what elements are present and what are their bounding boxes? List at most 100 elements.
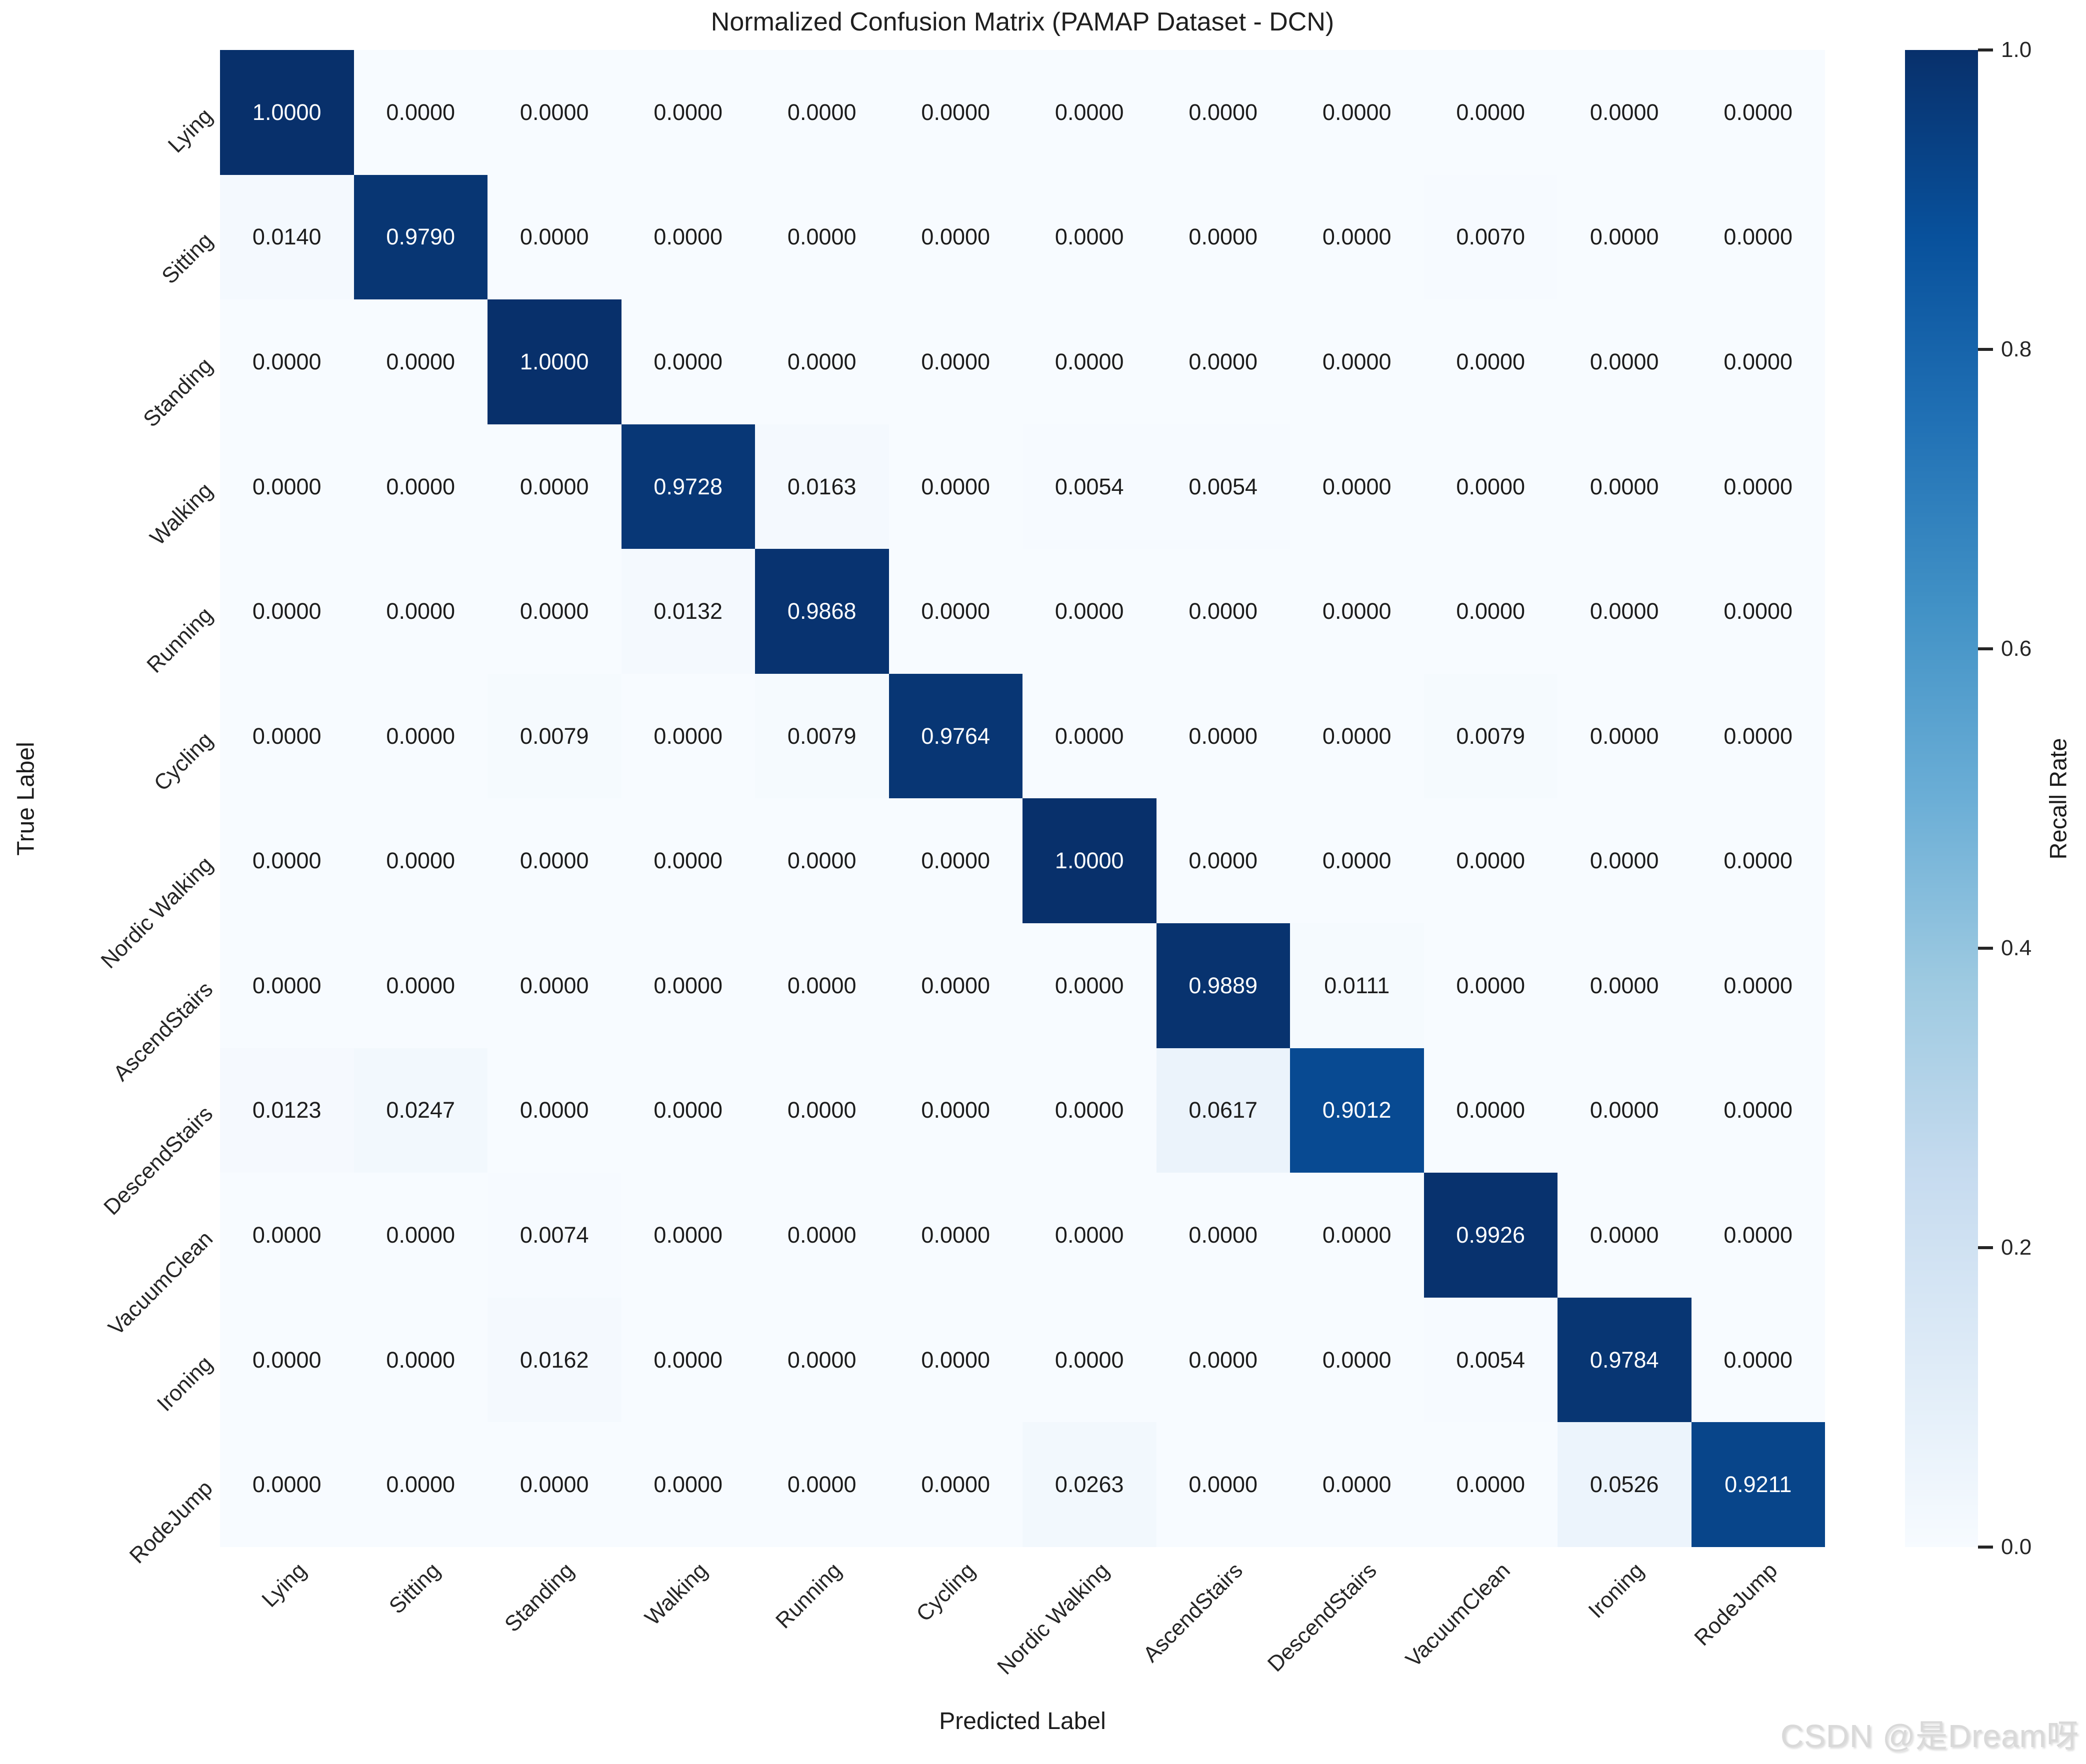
matrix-cell: 0.0000 [354, 50, 488, 175]
matrix-cell: 0.0000 [220, 549, 354, 674]
matrix-cell: 0.0000 [354, 923, 488, 1048]
matrix-cell: 0.0000 [888, 1297, 1022, 1423]
y-tick-label: Sitting [156, 228, 218, 289]
y-tick-label: AscendStairs [108, 977, 218, 1086]
matrix-cell: 0.0054 [1156, 424, 1290, 549]
y-tick-label: Cycling [149, 727, 218, 796]
matrix-cell: 0.0000 [1156, 1297, 1290, 1423]
matrix-cell: 1.0000 [220, 50, 354, 175]
matrix-cell: 0.0000 [755, 1048, 889, 1173]
matrix-cell: 0.0000 [1424, 299, 1558, 424]
matrix-cell: 0.0000 [1424, 424, 1558, 549]
matrix-cell: 0.0000 [1691, 424, 1825, 549]
matrix-cell: 0.0000 [1691, 1297, 1825, 1423]
matrix-cell: 0.0000 [888, 424, 1022, 549]
matrix-cell: 0.0000 [621, 1173, 755, 1298]
matrix-cell: 0.0000 [755, 174, 889, 300]
matrix-cell: 0.0000 [354, 1422, 488, 1547]
matrix-cell: 0.0000 [1156, 673, 1290, 799]
matrix-cell: 0.0000 [1691, 673, 1825, 799]
matrix-cell: 0.0000 [354, 673, 488, 799]
matrix-cell: 0.9790 [354, 174, 488, 300]
x-tick-label: Running [770, 1558, 846, 1634]
matrix-cell: 0.0000 [1424, 50, 1558, 175]
x-tick-label: RodeJump [1690, 1558, 1782, 1651]
matrix-cell: 0.0000 [621, 299, 755, 424]
matrix-cell: 0.9728 [621, 424, 755, 549]
matrix-cell: 0.0000 [1022, 1048, 1156, 1173]
y-tick-label: Ironing [152, 1351, 218, 1416]
matrix-cell: 0.0070 [1424, 174, 1558, 300]
matrix-cell: 0.0000 [1156, 1422, 1290, 1547]
matrix-cell: 0.0000 [1290, 1173, 1424, 1298]
matrix-cell: 0.0000 [1558, 424, 1692, 549]
matrix-cell: 0.0000 [621, 1297, 755, 1423]
matrix-cell: 0.0000 [1558, 1048, 1692, 1173]
confusion-matrix-heatmap: 1.0000 0.0000 0.0000 0.0000 0.0000 0.0000 0.00… [220, 50, 1825, 1547]
chart-title: Normalized Confusion Matrix (PAMAP Datas… [710, 7, 1334, 36]
matrix-cell: 0.0000 [1156, 50, 1290, 175]
matrix-cell: 0.0000 [1558, 1173, 1692, 1298]
matrix-cell: 0.9784 [1558, 1297, 1692, 1423]
matrix-cell: 0.0000 [888, 299, 1022, 424]
matrix-cell: 0.0000 [755, 923, 889, 1048]
matrix-cell: 0.0000 [1424, 549, 1558, 674]
matrix-cell: 0.0000 [1156, 798, 1290, 924]
matrix-cell: 0.0000 [888, 174, 1022, 300]
y-axis-title: True Label [12, 742, 40, 856]
matrix-cell: 0.0000 [621, 1422, 755, 1547]
x-tick-label: Lying [257, 1558, 312, 1612]
matrix-cell: 0.0000 [1156, 1173, 1290, 1298]
matrix-cell: 0.0000 [1691, 549, 1825, 674]
matrix-cell: 0.0000 [1290, 174, 1424, 300]
matrix-cell: 0.0000 [1558, 174, 1692, 300]
matrix-cell: 0.0000 [755, 299, 889, 424]
matrix-cell: 0.0000 [1290, 1297, 1424, 1423]
matrix-cell: 0.0000 [1156, 299, 1290, 424]
matrix-cell: 0.0000 [1290, 299, 1424, 424]
matrix-cell: 1.0000 [1022, 798, 1156, 924]
matrix-cell: 0.0000 [1022, 1173, 1156, 1298]
y-tick-label: Running [142, 602, 218, 678]
matrix-cell: 0.0000 [220, 673, 354, 799]
y-tick-label: RodeJump [124, 1476, 218, 1569]
matrix-cell: 0.0000 [621, 798, 755, 924]
colorbar-tick-label: 0.4 [2001, 936, 2032, 960]
colorbar-tick [1978, 348, 1993, 351]
matrix-cell: 0.0000 [1558, 923, 1692, 1048]
x-tick-label: VacuumClean [1401, 1558, 1515, 1672]
matrix-cell: 0.0140 [220, 174, 354, 300]
matrix-cell: 0.0000 [488, 424, 622, 549]
matrix-cell: 0.0000 [1290, 798, 1424, 924]
matrix-cell: 0.0263 [1022, 1422, 1156, 1547]
matrix-cell: 0.0123 [220, 1048, 354, 1173]
matrix-cell: 0.0000 [1022, 174, 1156, 300]
colorbar-tick-label: 0.6 [2001, 636, 2032, 661]
matrix-cell: 0.0000 [888, 1173, 1022, 1298]
matrix-cell: 0.0000 [621, 673, 755, 799]
matrix-cell: 0.0000 [1022, 923, 1156, 1048]
matrix-cell: 0.0000 [888, 549, 1022, 674]
matrix-cell: 0.0000 [1156, 174, 1290, 300]
matrix-cell: 0.0000 [1022, 673, 1156, 799]
colorbar-tick-label: 0.8 [2001, 337, 2032, 361]
matrix-cell: 0.0132 [621, 549, 755, 674]
matrix-cell: 0.0000 [1290, 549, 1424, 674]
x-tick-label: Walking [640, 1558, 712, 1631]
matrix-cell: 0.0000 [1691, 1048, 1825, 1173]
matrix-cell: 0.0000 [1424, 1422, 1558, 1547]
matrix-cell: 0.0000 [1290, 673, 1424, 799]
matrix-cell: 0.0000 [220, 923, 354, 1048]
matrix-cell: 0.0000 [755, 798, 889, 924]
matrix-cell: 0.0000 [755, 1297, 889, 1423]
x-tick-label: Nordic Walking [992, 1558, 1114, 1680]
matrix-cell: 0.0000 [621, 923, 755, 1048]
matrix-cell: 0.0000 [1558, 673, 1692, 799]
matrix-cell: 0.0162 [488, 1297, 622, 1423]
matrix-cell: 0.0000 [220, 1173, 354, 1298]
matrix-cell: 0.0000 [1424, 1048, 1558, 1173]
x-axis-title: Predicted Label [939, 1708, 1106, 1735]
matrix-cell: 0.9211 [1691, 1422, 1825, 1547]
matrix-cell: 0.9868 [755, 549, 889, 674]
